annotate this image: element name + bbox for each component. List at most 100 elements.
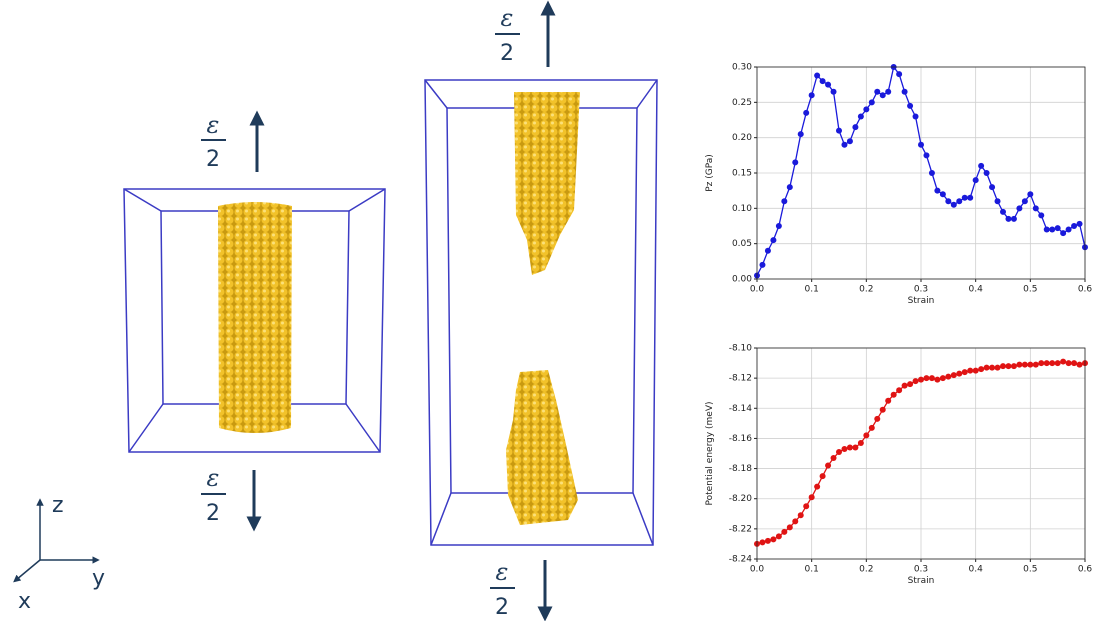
data-point <box>896 71 902 77</box>
data-point <box>847 444 853 450</box>
data-point <box>885 89 891 95</box>
data-point <box>825 82 831 88</box>
y-axis-label: Pz (GPa) <box>705 154 715 192</box>
data-point <box>934 377 940 383</box>
data-point <box>820 473 826 479</box>
x-tick-label: 0.2 <box>859 565 873 575</box>
data-point <box>995 365 1001 371</box>
data-point <box>770 237 776 243</box>
data-point <box>978 163 984 169</box>
data-point <box>787 524 793 530</box>
data-point <box>923 152 929 158</box>
data-point <box>1044 360 1050 366</box>
y-tick-label: -8.10 <box>729 344 753 354</box>
x-tick-label: 0.4 <box>969 285 984 295</box>
data-point <box>880 92 886 98</box>
x-tick-label: 0.6 <box>1078 565 1093 575</box>
data-point <box>814 72 820 78</box>
denominator: 2 <box>500 41 514 66</box>
data-point <box>1011 216 1017 222</box>
data-point <box>820 78 826 84</box>
data-point <box>781 198 787 204</box>
data-point <box>841 446 847 452</box>
data-point <box>863 432 869 438</box>
data-point <box>803 110 809 116</box>
data-point <box>825 463 831 469</box>
data-point <box>1033 362 1039 368</box>
epsilon: ε <box>496 558 509 586</box>
data-point <box>781 529 787 535</box>
data-point <box>765 538 771 544</box>
data-point <box>1016 205 1022 211</box>
data-point <box>1038 360 1044 366</box>
epsilon: ε <box>207 464 220 492</box>
data-point <box>929 170 935 176</box>
x-tick-label: 0.3 <box>914 285 928 295</box>
data-point <box>962 369 968 375</box>
strain-arrow: ε 2 <box>490 558 545 620</box>
data-point <box>1011 363 1017 369</box>
data-point <box>874 416 880 422</box>
axis-y: y <box>92 566 105 591</box>
data-point <box>973 368 979 374</box>
axis-x: x <box>18 589 31 614</box>
nanowire <box>218 202 292 433</box>
data-point <box>1077 362 1083 368</box>
data-point <box>1000 363 1006 369</box>
strain-arrow: ε 2 <box>495 4 548 67</box>
data-point <box>1071 223 1077 229</box>
data-point <box>951 202 957 208</box>
data-point <box>945 374 951 380</box>
data-point <box>907 103 913 109</box>
figure: ε 2 ε 2 ε 2 ε 2 z y x 0.00.10.20.30.40.5… <box>0 0 1094 621</box>
y-tick-label: 0.15 <box>732 169 752 179</box>
data-point <box>1022 362 1028 368</box>
data-point <box>1077 221 1083 227</box>
data-point <box>1055 360 1061 366</box>
data-point <box>852 444 858 450</box>
data-point <box>836 128 842 134</box>
data-point <box>858 440 864 446</box>
data-point <box>940 375 946 381</box>
data-point <box>913 113 919 119</box>
data-point <box>934 188 940 194</box>
x-tick-label: 0.1 <box>805 285 819 295</box>
data-point <box>918 142 924 148</box>
data-point <box>847 138 853 144</box>
denominator: 2 <box>206 501 220 526</box>
data-point <box>759 539 765 545</box>
data-point <box>1027 191 1033 197</box>
y-tick-label: 0.25 <box>732 98 752 108</box>
data-point <box>956 198 962 204</box>
y-tick-label: 0.30 <box>732 63 752 73</box>
y-tick-label: -8.14 <box>729 404 753 414</box>
data-point <box>809 494 815 500</box>
data-point <box>918 377 924 383</box>
x-axis-label: Strain <box>908 576 935 586</box>
x-tick-label: 0.5 <box>1023 285 1037 295</box>
data-point <box>869 425 875 431</box>
data-point <box>792 159 798 165</box>
data-point <box>896 387 902 393</box>
data-point <box>891 392 897 398</box>
y-tick-label: -8.20 <box>729 494 753 504</box>
data-point <box>913 378 919 384</box>
y-tick-label: -8.12 <box>729 374 752 384</box>
y-tick-label: -8.24 <box>729 555 753 565</box>
data-point <box>852 124 858 130</box>
axis-z: z <box>52 493 64 518</box>
data-point <box>874 89 880 95</box>
data-point <box>869 99 875 105</box>
data-point <box>973 177 979 183</box>
strain-arrow: ε 2 <box>201 464 254 526</box>
data-point <box>1022 198 1028 204</box>
data-point <box>809 92 815 98</box>
denominator: 2 <box>495 595 509 620</box>
data-point <box>978 366 984 372</box>
data-point <box>995 198 1001 204</box>
data-point <box>880 407 886 413</box>
data-point <box>989 184 995 190</box>
data-point <box>1060 230 1066 236</box>
data-point <box>1049 227 1055 233</box>
data-point <box>1005 363 1011 369</box>
